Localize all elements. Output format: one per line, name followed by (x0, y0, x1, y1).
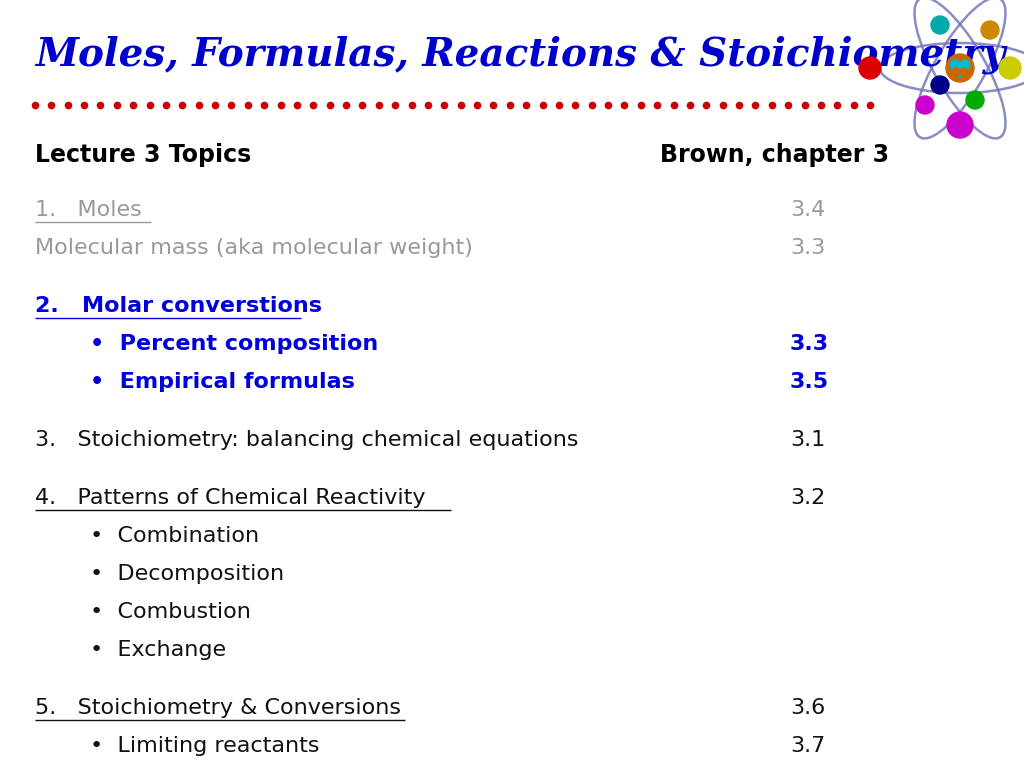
Text: •  Limiting reactants: • Limiting reactants (90, 736, 319, 756)
Circle shape (931, 76, 949, 94)
Text: •  Combustion: • Combustion (90, 602, 251, 622)
Text: 3.5: 3.5 (790, 372, 829, 392)
Circle shape (952, 68, 961, 76)
Text: Moles, Formulas, Reactions & Stoichiometry: Moles, Formulas, Reactions & Stoichiomet… (35, 36, 1006, 74)
Circle shape (955, 67, 965, 77)
Text: •  Decomposition: • Decomposition (90, 564, 284, 584)
Circle shape (966, 91, 984, 109)
Circle shape (931, 16, 949, 34)
Text: Brown, chapter 3: Brown, chapter 3 (660, 143, 889, 167)
Text: •  Percent composition: • Percent composition (90, 334, 378, 354)
Text: 3.3: 3.3 (790, 334, 829, 354)
Text: 5.   Stoichiometry & Conversions: 5. Stoichiometry & Conversions (35, 698, 401, 718)
Text: •  Combination: • Combination (90, 526, 259, 546)
Text: 3.1: 3.1 (790, 430, 825, 450)
Text: Molecular mass (aka molecular weight): Molecular mass (aka molecular weight) (35, 238, 473, 258)
Text: 3.   Stoichiometry: balancing chemical equations: 3. Stoichiometry: balancing chemical equ… (35, 430, 579, 450)
Text: 2.   Molar converstions: 2. Molar converstions (35, 296, 322, 316)
Circle shape (947, 112, 973, 138)
Circle shape (950, 60, 961, 70)
Text: •  Empirical formulas: • Empirical formulas (90, 372, 355, 392)
Text: 3.3: 3.3 (790, 238, 825, 258)
Circle shape (981, 21, 999, 39)
Circle shape (859, 57, 881, 79)
Text: Lecture 3 Topics: Lecture 3 Topics (35, 143, 251, 167)
Circle shape (999, 57, 1021, 79)
Text: •  Exchange: • Exchange (90, 640, 226, 660)
Circle shape (961, 60, 970, 70)
Text: 3.2: 3.2 (790, 488, 825, 508)
Text: 4.   Patterns of Chemical Reactivity: 4. Patterns of Chemical Reactivity (35, 488, 426, 508)
Circle shape (916, 96, 934, 114)
Text: 3.6: 3.6 (790, 698, 825, 718)
Text: 3.7: 3.7 (790, 736, 825, 756)
Circle shape (946, 54, 974, 82)
Text: 3.4: 3.4 (790, 200, 825, 220)
Circle shape (961, 68, 968, 76)
Text: 1.   Moles: 1. Moles (35, 200, 141, 220)
